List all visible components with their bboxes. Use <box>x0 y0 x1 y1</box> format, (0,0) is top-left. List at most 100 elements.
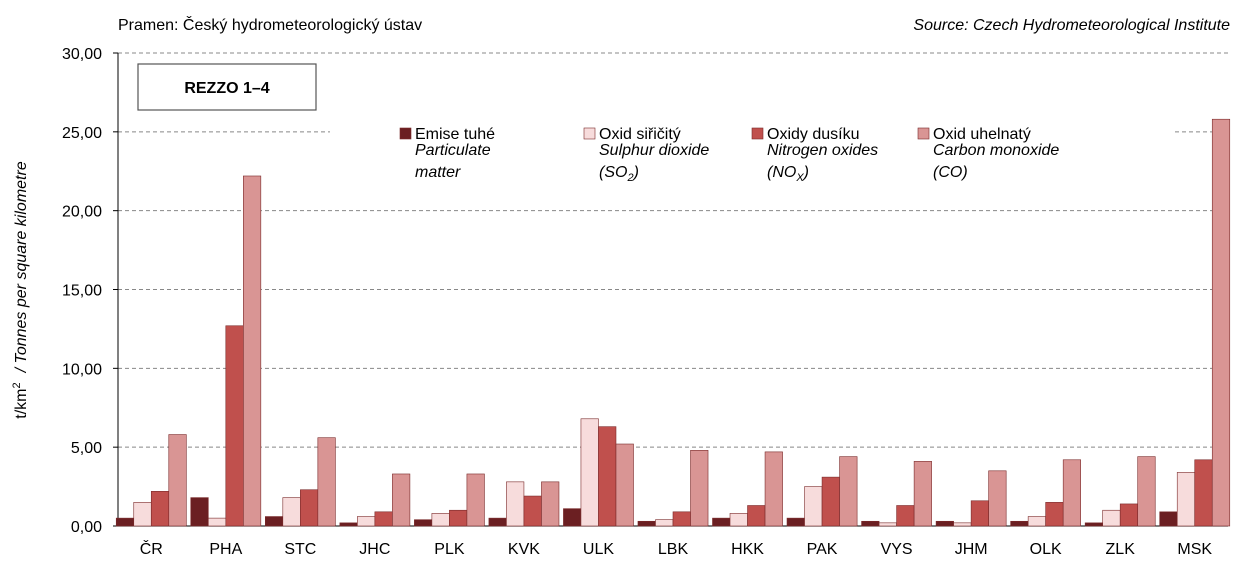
bar <box>913 461 932 527</box>
x-tick-label: ULK <box>583 541 614 558</box>
formula-sub: 2 <box>626 172 633 184</box>
y-tick-label: 5,00 <box>71 440 102 457</box>
y-label-unit: t/km <box>13 388 30 418</box>
bar <box>1062 459 1081 527</box>
bar <box>207 517 227 527</box>
y-tick-label: 0,00 <box>71 519 102 536</box>
y-label-sup: 2 <box>11 382 23 388</box>
bar <box>615 443 634 527</box>
formula-end: ) <box>632 164 639 181</box>
legend-sublabel: matter <box>415 164 461 181</box>
bar <box>392 473 411 527</box>
legend-swatch <box>399 127 412 140</box>
bar <box>655 519 674 527</box>
bar <box>598 426 617 527</box>
x-tick-label: JHM <box>955 541 988 558</box>
bar <box>1084 522 1103 527</box>
legend-sublabel: Sulphur dioxide <box>599 142 709 159</box>
x-tick-label: STC <box>284 541 316 558</box>
legend-swatch <box>583 127 596 140</box>
box <box>137 63 317 111</box>
bar <box>339 522 358 527</box>
legend-label: Oxid uhelnatý <box>933 126 1031 143</box>
legend-label: Emise tuhé <box>415 126 495 143</box>
bar <box>431 513 450 527</box>
bar <box>1102 509 1121 527</box>
box-label: REZZO 1–4 <box>184 80 269 97</box>
x-tick-label: KVK <box>508 541 540 558</box>
bar <box>190 497 209 527</box>
legend-sublabel: Nitrogen oxides <box>767 142 878 159</box>
x-tick-label: PLK <box>434 541 465 558</box>
y-tick-label: 20,00 <box>62 204 102 221</box>
bar <box>861 520 880 527</box>
bar <box>747 505 766 527</box>
source-cz: Pramen: Český hydrometeorologický ústav <box>118 15 422 34</box>
y-tick-label: 10,00 <box>62 361 102 378</box>
bar <box>317 437 336 527</box>
bar <box>563 508 582 527</box>
y-label-en: / Tonnes per square kilometre <box>13 161 30 373</box>
legend-sublabel: Carbon monoxide <box>933 142 1059 159</box>
bar <box>970 500 989 527</box>
bar <box>690 450 709 527</box>
bar <box>1027 516 1046 527</box>
x-tick-label: LBK <box>658 541 689 558</box>
legend-label: Oxid siřičitý <box>599 126 681 143</box>
bar <box>300 489 319 527</box>
x-tick-label: VYS <box>881 541 913 558</box>
bar <box>150 491 170 527</box>
bar <box>1119 503 1139 527</box>
bar <box>729 513 748 527</box>
bar <box>1159 511 1178 527</box>
legend-formula: (SO2) <box>599 164 639 184</box>
bar <box>449 509 468 527</box>
bar <box>786 517 805 527</box>
bar <box>1137 456 1156 527</box>
bar <box>133 502 152 527</box>
bar <box>414 519 433 527</box>
x-tick-label: HKK <box>731 541 764 558</box>
bar <box>935 520 954 527</box>
x-tick-label: PAK <box>807 541 838 558</box>
legend-formula: (NOX) <box>767 164 809 184</box>
legend-swatch <box>751 127 764 140</box>
x-tick-label: OLK <box>1030 541 1062 558</box>
legend-sublabel: Particulate <box>415 142 491 159</box>
legend-formula: (CO) <box>933 164 968 181</box>
source-en: Source: Czech Hydrometeorological Instit… <box>913 17 1230 34</box>
bar <box>712 517 731 527</box>
legend-background <box>330 92 1175 192</box>
formula-end: ) <box>802 164 809 181</box>
bar <box>466 473 485 527</box>
formula-sub: X <box>795 172 804 184</box>
bar <box>374 511 393 527</box>
bar <box>1045 502 1064 527</box>
bar <box>804 486 823 527</box>
y-tick-label: 15,00 <box>62 283 102 300</box>
bar <box>541 481 560 527</box>
bar <box>115 517 135 527</box>
bar <box>878 522 897 527</box>
bar <box>488 517 507 527</box>
formula-text: (NO <box>767 164 796 181</box>
bar <box>1211 118 1231 527</box>
bar <box>357 516 376 527</box>
bar <box>1194 459 1213 527</box>
bar <box>672 511 691 527</box>
bar <box>1176 472 1196 527</box>
x-tick-label: JHC <box>359 541 390 558</box>
legend-swatch <box>917 127 930 140</box>
bar <box>506 481 525 527</box>
y-tick-label: 30,00 <box>62 46 102 63</box>
y-axis-label: t/km2 / Tonnes per square kilometre <box>11 161 30 419</box>
bar <box>953 522 972 527</box>
bar <box>988 470 1007 527</box>
bar <box>896 505 915 527</box>
x-tick-label: PHA <box>209 541 242 558</box>
bar <box>637 520 656 527</box>
bar <box>764 451 783 527</box>
bar <box>282 497 301 527</box>
bar <box>839 456 858 527</box>
